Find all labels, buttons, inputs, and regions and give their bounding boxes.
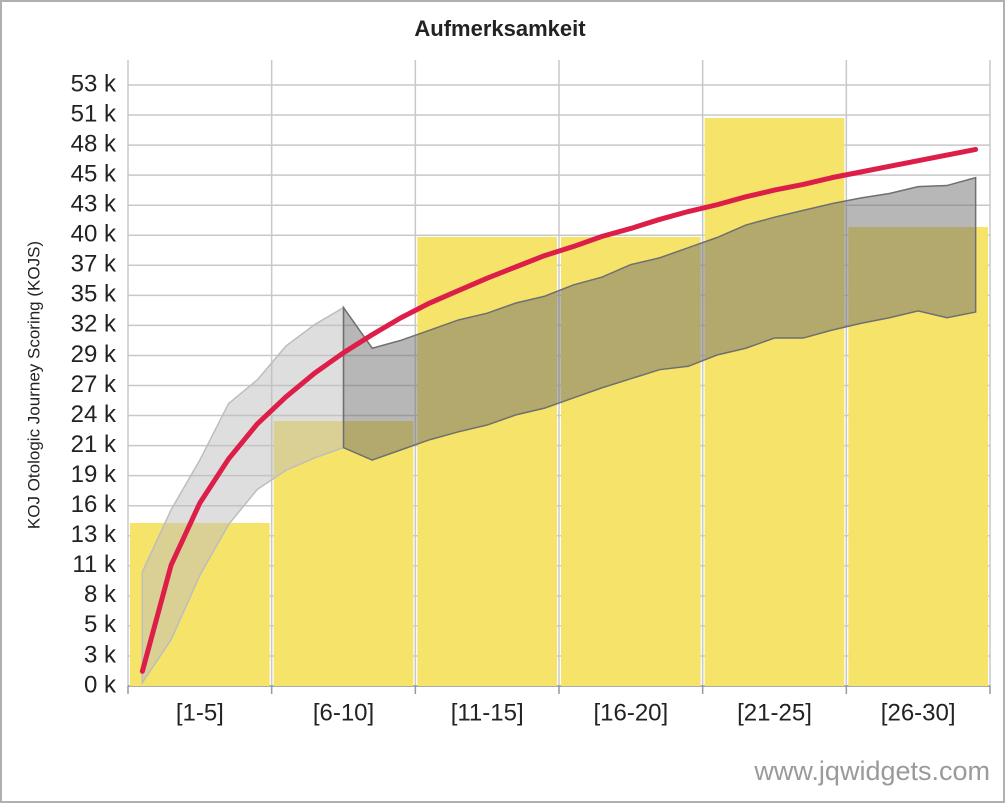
x-tick-label: [26-30] (881, 699, 956, 726)
y-tick-label: 40 k (71, 221, 117, 248)
y-tick-label: 51 k (71, 100, 117, 127)
y-tick-label: 29 k (71, 341, 117, 368)
x-tick-label: [1-5] (176, 699, 224, 726)
x-tick-label: [11-15] (451, 699, 524, 726)
x-tick-label: [16-20] (593, 699, 668, 726)
y-tick-label: 19 k (71, 461, 117, 488)
y-tick-label: 11 k (72, 551, 117, 578)
y-tick-label: 21 k (71, 431, 117, 458)
line (139, 146, 979, 674)
watermark: www.jqwidgets.com (753, 756, 990, 786)
y-tick-label: 32 k (71, 311, 117, 338)
y-axis-label: KOJ Otologic Journey Scoring (KOJS) (24, 241, 43, 529)
y-tick-label: 13 k (71, 521, 117, 548)
x-tick-label: [21-25] (737, 699, 812, 726)
y-tick-label: 8 k (84, 581, 117, 608)
range-area (342, 176, 977, 461)
y-tick-label: 0 k (84, 671, 117, 698)
x-tick-label: [6-10] (313, 699, 374, 726)
y-tick-label: 53 k (71, 70, 117, 97)
y-tick-label: 43 k (71, 191, 117, 218)
y-tick-label: 5 k (84, 611, 117, 638)
y-tick-label: 45 k (71, 160, 117, 187)
y-tick-label: 16 k (71, 491, 117, 518)
y-tick-label: 24 k (71, 401, 117, 428)
y-tick-label: 37 k (71, 251, 117, 278)
y-tick-label: 27 k (71, 371, 117, 398)
chart-title: Aufmerksamkeit (414, 16, 586, 41)
y-tick-label: 3 k (84, 641, 117, 668)
y-tick-label: 35 k (71, 281, 117, 308)
y-tick-label: 48 k (71, 130, 117, 157)
